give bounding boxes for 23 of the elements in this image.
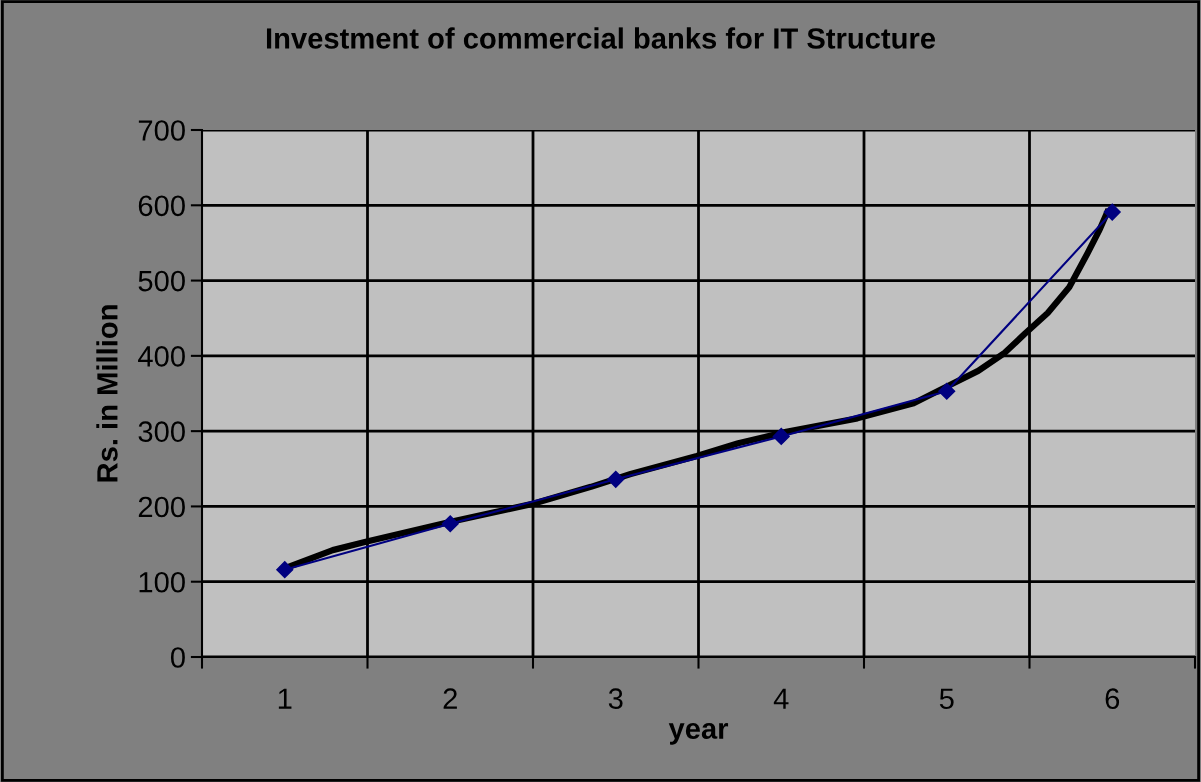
y-tick-label: 0 xyxy=(170,647,185,668)
point xyxy=(607,470,625,488)
chart-title: Investment of commercial banks for IT Structure xyxy=(266,27,936,49)
x-tick-label: 4 xyxy=(773,688,789,709)
y-tick-label: 400 xyxy=(138,346,185,367)
x-axis-title: year xyxy=(668,722,729,745)
point xyxy=(772,427,790,445)
x-tick-label: 2 xyxy=(443,688,457,709)
y-tick-label: 600 xyxy=(138,195,185,217)
point xyxy=(441,515,459,533)
y-axis-title: Rs. in Million xyxy=(96,305,118,482)
y-tick-label: 200 xyxy=(138,496,185,518)
y-tick-label: 700 xyxy=(138,120,185,141)
x-tick-label: 6 xyxy=(1105,688,1120,709)
y-tick-label: 300 xyxy=(138,421,185,442)
x-tick-label: 5 xyxy=(939,688,954,709)
point xyxy=(938,382,956,400)
y-tick-label: 100 xyxy=(139,571,185,593)
x-tick-label: 1 xyxy=(278,688,292,709)
point xyxy=(1103,203,1121,221)
x-tick-label: 3 xyxy=(608,688,623,709)
y-tick-label: 500 xyxy=(138,270,185,292)
point xyxy=(276,561,294,579)
